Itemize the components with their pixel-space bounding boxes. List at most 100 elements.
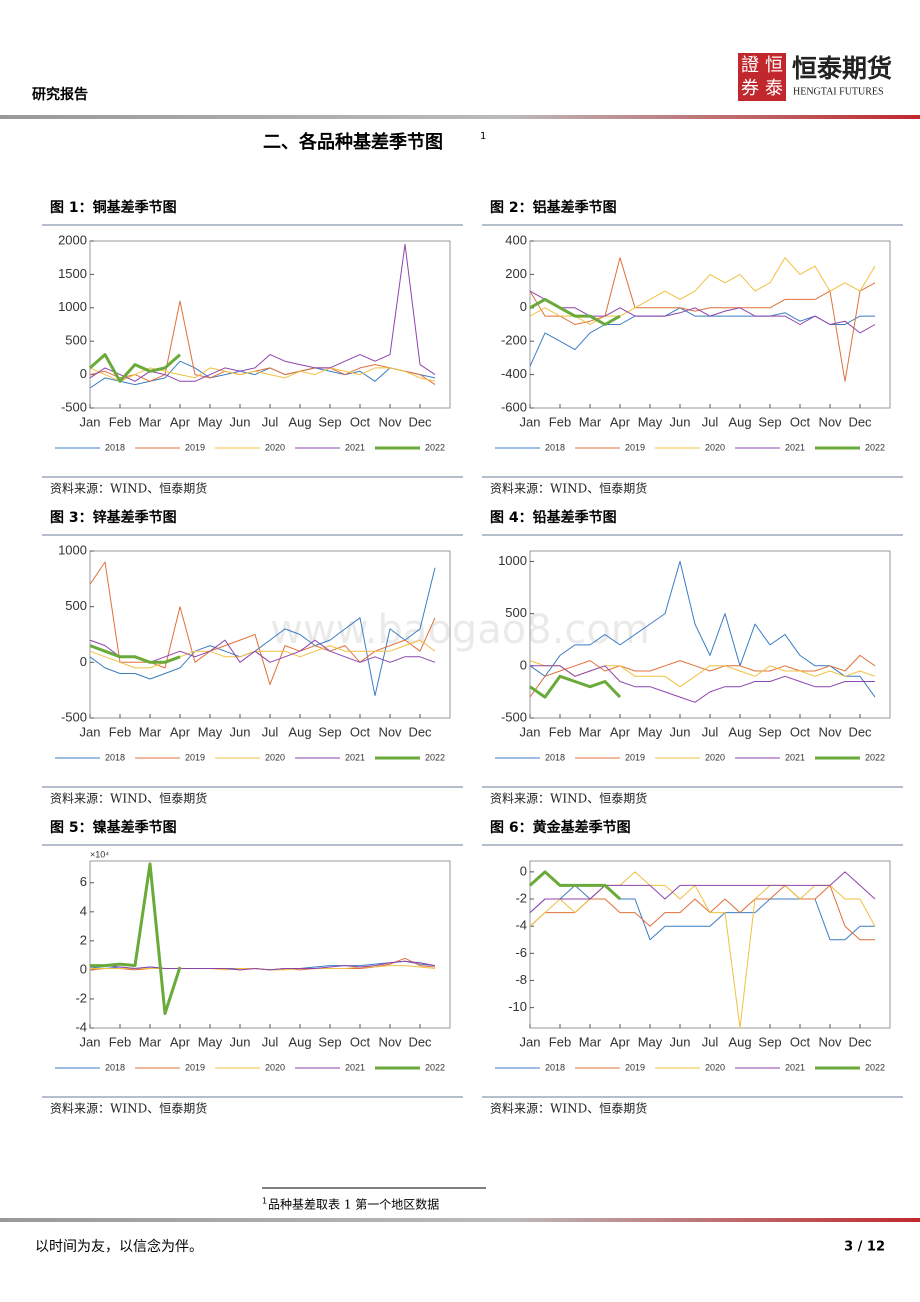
x-tick-label: Aug bbox=[728, 1034, 751, 1049]
x-tick-label: Oct bbox=[350, 414, 371, 429]
x-tick-label: Jul bbox=[702, 724, 719, 739]
series-line bbox=[529, 257, 876, 325]
logo-cn: 恒泰期货 bbox=[792, 54, 892, 83]
watermark: www.baogao8.com bbox=[270, 607, 650, 653]
x-tick-label: Nov bbox=[378, 414, 402, 429]
y-tick-label: 1500 bbox=[58, 266, 87, 281]
header-label: 研究报告 bbox=[32, 86, 88, 103]
x-tick-label: Jun bbox=[670, 724, 691, 739]
x-tick-label: Jan bbox=[80, 1034, 101, 1049]
figure-source: 资料来源：WIND、恒泰期货 bbox=[490, 791, 647, 806]
x-tick-label: Oct bbox=[350, 724, 371, 739]
x-tick-label: Jun bbox=[670, 1034, 691, 1049]
y-tick-label: -500 bbox=[501, 709, 527, 724]
x-tick-label: Sep bbox=[758, 1034, 781, 1049]
series-line bbox=[89, 644, 181, 664]
series-line bbox=[529, 884, 875, 941]
x-tick-label: May bbox=[638, 414, 663, 429]
y-tick-label: 0 bbox=[520, 299, 527, 314]
y-tick-label: -500 bbox=[61, 399, 87, 414]
x-tick-label: Sep bbox=[318, 414, 341, 429]
figure-title: 图 2：铝基差季节图 bbox=[490, 199, 617, 216]
y-tick-label: -500 bbox=[61, 709, 87, 724]
x-tick-label: Jul bbox=[702, 414, 719, 429]
y-tick-label: 4 bbox=[80, 903, 87, 918]
section-title: 二、各品种基差季节图 bbox=[263, 131, 443, 153]
legend-label: 2020 bbox=[265, 1062, 285, 1072]
x-tick-label: Jul bbox=[702, 1034, 719, 1049]
legend-label: 2022 bbox=[865, 1062, 885, 1072]
legend-label: 2019 bbox=[625, 1062, 645, 1072]
logo-char: 券 bbox=[741, 78, 759, 99]
x-tick-label: Jan bbox=[520, 724, 541, 739]
legend-label: 2020 bbox=[265, 752, 285, 762]
figure-title: 图 1：铜基差季节图 bbox=[50, 199, 177, 216]
series-line bbox=[529, 290, 876, 334]
legend-label: 2020 bbox=[705, 442, 725, 452]
legend-label: 2019 bbox=[625, 752, 645, 762]
section-note-ref: 1 bbox=[480, 131, 486, 142]
y-tick-label: 0 bbox=[520, 863, 527, 878]
legend-label: 2018 bbox=[545, 752, 565, 762]
x-tick-label: Nov bbox=[818, 1034, 842, 1049]
figure-source: 资料来源：WIND、恒泰期货 bbox=[490, 1101, 647, 1116]
y-tick-label: -4 bbox=[75, 1019, 87, 1034]
x-tick-label: Aug bbox=[288, 724, 311, 739]
footer-motto: 以时间为友，以信念为伴。 bbox=[35, 1238, 203, 1255]
figure-source: 资料来源：WIND、恒泰期货 bbox=[50, 1101, 207, 1116]
y-tick-label: 500 bbox=[505, 605, 527, 620]
x-tick-label: Apr bbox=[170, 724, 191, 739]
footer-rule bbox=[0, 1218, 920, 1222]
y-tick-label: 1000 bbox=[58, 542, 87, 557]
plot-frame bbox=[89, 860, 451, 1029]
series-line bbox=[529, 871, 876, 913]
figure-title: 图 6：黄金基差季节图 bbox=[490, 819, 631, 836]
x-tick-label: Apr bbox=[610, 1034, 631, 1049]
series-line bbox=[89, 639, 436, 669]
legend-label: 2018 bbox=[105, 752, 125, 762]
legend-label: 2022 bbox=[425, 442, 445, 452]
y-tick-label: 500 bbox=[65, 333, 87, 348]
y-tick-label: -2 bbox=[515, 890, 527, 905]
x-tick-label: Oct bbox=[790, 414, 811, 429]
legend-label: 2021 bbox=[345, 442, 365, 452]
y-tick-label: 0 bbox=[80, 961, 87, 976]
y-tick-label: 200 bbox=[505, 266, 527, 281]
legend-label: 2022 bbox=[865, 442, 885, 452]
series-line bbox=[529, 871, 876, 1029]
x-tick-label: Feb bbox=[109, 1034, 131, 1049]
legend-label: 2018 bbox=[105, 1062, 125, 1072]
series-line bbox=[89, 353, 181, 383]
series-line bbox=[529, 654, 876, 698]
figure-title: 图 4：铅基差季节图 bbox=[490, 509, 617, 526]
legend-label: 2020 bbox=[705, 1062, 725, 1072]
x-tick-label: May bbox=[198, 414, 223, 429]
x-tick-label: Nov bbox=[818, 414, 842, 429]
legend-label: 2021 bbox=[785, 752, 805, 762]
legend-label: 2018 bbox=[545, 442, 565, 452]
y-tick-label: 1000 bbox=[498, 553, 527, 568]
y-tick-label: -10 bbox=[508, 999, 527, 1014]
y-tick-label: 400 bbox=[505, 232, 527, 247]
x-tick-label: Jul bbox=[262, 414, 279, 429]
x-tick-label: Jan bbox=[520, 414, 541, 429]
x-tick-label: Nov bbox=[818, 724, 842, 739]
x-tick-label: Jun bbox=[670, 414, 691, 429]
x-tick-label: Aug bbox=[728, 724, 751, 739]
x-tick-label: Oct bbox=[790, 724, 811, 739]
series-line bbox=[529, 297, 621, 326]
y-tick-label: -600 bbox=[501, 399, 527, 414]
y-tick-label: 0 bbox=[80, 654, 87, 669]
y-tick-label: -6 bbox=[515, 945, 527, 960]
x-tick-label: Jul bbox=[262, 1034, 279, 1049]
x-tick-label: Dec bbox=[848, 1034, 872, 1049]
series-line bbox=[530, 665, 875, 703]
legend-label: 2021 bbox=[345, 752, 365, 762]
x-tick-label: Jul bbox=[262, 724, 279, 739]
series-line bbox=[529, 674, 622, 699]
logo-seal bbox=[738, 53, 786, 101]
x-tick-label: May bbox=[638, 724, 663, 739]
x-tick-label: Mar bbox=[139, 414, 162, 429]
series-line bbox=[89, 360, 436, 389]
series-line bbox=[89, 960, 436, 971]
